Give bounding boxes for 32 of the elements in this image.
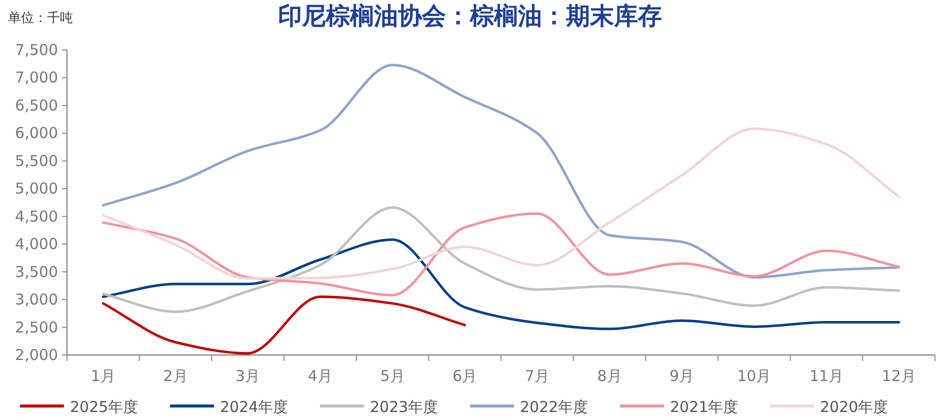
y-tick-label: 4,500 xyxy=(15,207,58,226)
x-tick-label: 11月 xyxy=(809,367,844,385)
x-tick-label: 6月 xyxy=(452,367,478,385)
legend-label: 2023年度 xyxy=(370,398,438,416)
y-tick-label: 7,500 xyxy=(15,41,58,59)
x-tick-label: 8月 xyxy=(597,367,622,385)
x-tick-label: 2月 xyxy=(163,367,188,385)
y-tick-label: 2,500 xyxy=(15,318,58,336)
y-tick-label: 3,500 xyxy=(15,262,58,281)
legend-label: 2024年度 xyxy=(220,398,288,416)
legend-label: 2021年度 xyxy=(670,398,738,416)
y-tick-label: 5,000 xyxy=(15,180,58,198)
y-tick-label: 6,500 xyxy=(15,96,58,114)
x-tick-label: 5月 xyxy=(380,367,405,385)
chart-title: 印尼棕榈油协会：棕榈油：期末库存 xyxy=(278,2,662,30)
x-tick-label: 1月 xyxy=(90,367,116,385)
x-tick-label: 3月 xyxy=(236,367,260,385)
legend-label: 2022年度 xyxy=(520,398,588,416)
x-tick-label: 12月 xyxy=(882,367,916,385)
y-tick-label: 7,000 xyxy=(15,68,58,87)
x-tick-label: 4月 xyxy=(308,367,332,385)
y-tick-label: 3,000 xyxy=(15,290,58,309)
x-tick-label: 9月 xyxy=(670,367,694,385)
legend-label: 2020年度 xyxy=(820,398,888,416)
x-tick-label: 7月 xyxy=(524,367,550,385)
legend-label: 2025年度 xyxy=(70,398,138,416)
text: 单位：千吨 xyxy=(8,11,73,26)
y-tick-label: 6,000 xyxy=(15,124,58,142)
x-tick-label: 10月 xyxy=(737,367,772,385)
y-tick-label: 5,500 xyxy=(15,152,58,170)
y-tick-label: 2,000 xyxy=(15,346,58,364)
y-tick-label: 4,000 xyxy=(15,235,58,254)
